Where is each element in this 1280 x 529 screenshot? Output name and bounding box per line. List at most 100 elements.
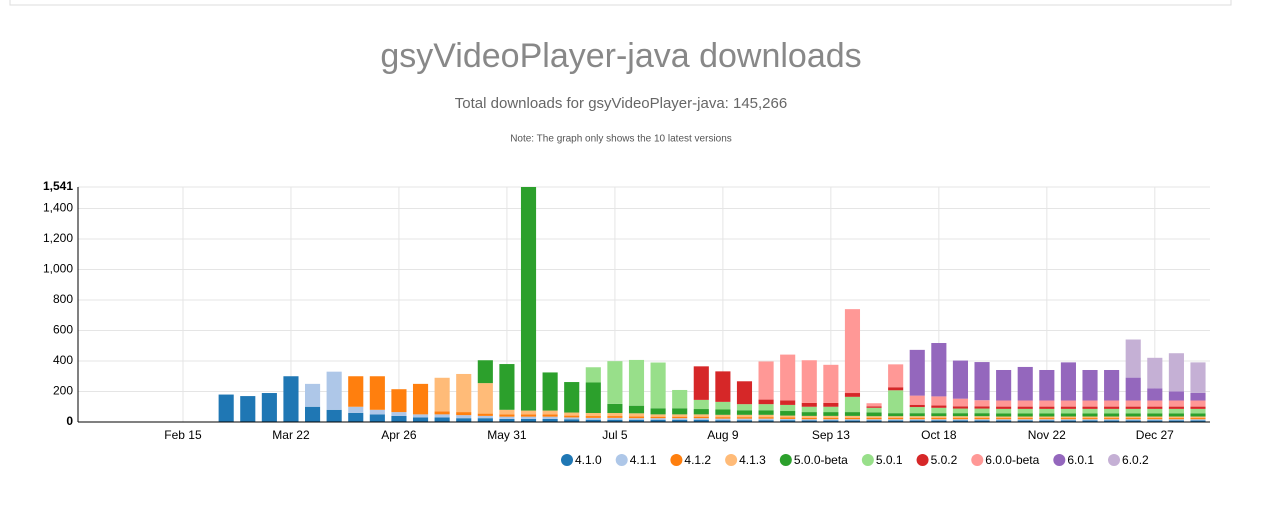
bar-segment xyxy=(952,398,969,407)
legend-swatch xyxy=(561,454,573,466)
bar-segment xyxy=(261,393,277,422)
bar-segment xyxy=(412,417,429,422)
bar-segment xyxy=(607,417,623,420)
bar-segment xyxy=(1039,420,1055,422)
y-tick-label: 200 xyxy=(53,384,73,398)
bar-segment xyxy=(1104,408,1120,414)
bar-segment xyxy=(1082,420,1098,422)
bar-segment xyxy=(1060,416,1076,419)
bar-segment xyxy=(888,387,904,391)
bar-segment xyxy=(866,403,882,407)
bar-segment xyxy=(1190,416,1206,419)
bar-segment xyxy=(823,412,839,416)
bar-segment xyxy=(1104,420,1120,422)
bar-segment xyxy=(1168,416,1184,419)
bar-segment xyxy=(1039,419,1055,421)
bar-segment xyxy=(715,371,731,402)
x-tick-label: Nov 22 xyxy=(1028,428,1066,442)
legend-label: 6.0.0-beta xyxy=(985,453,1039,467)
bar-segment xyxy=(650,414,666,417)
legend-swatch xyxy=(861,454,874,466)
bar-segment xyxy=(909,349,925,396)
bar-segment xyxy=(888,413,904,417)
bar-segment xyxy=(1017,406,1033,409)
bar-segment xyxy=(456,373,472,413)
bar-segment xyxy=(1017,408,1033,414)
bar-segment xyxy=(1017,413,1033,417)
bar-segment xyxy=(715,401,731,410)
chart-title: gsyVideoPlayer-java downloads xyxy=(380,37,861,75)
bar-segment xyxy=(931,407,947,414)
bar-segment xyxy=(585,413,601,417)
bar-segment xyxy=(823,420,839,422)
bar-segment xyxy=(844,419,861,421)
bar-segment xyxy=(1039,413,1055,417)
bar-segment xyxy=(456,418,472,422)
bar-segment xyxy=(520,414,537,417)
bar-segment xyxy=(1168,406,1184,409)
bar-segment xyxy=(909,419,925,421)
bar-segment xyxy=(218,394,234,422)
bar-segment xyxy=(1017,416,1033,419)
bar-segment xyxy=(974,417,990,420)
bar-segment xyxy=(1147,388,1163,401)
bar-segment xyxy=(585,367,601,383)
bar-segment xyxy=(283,376,299,422)
bar-segment xyxy=(326,409,342,422)
bar-segment xyxy=(736,418,753,421)
bar-segment xyxy=(412,383,429,415)
bar-segment xyxy=(866,412,882,417)
bar-segment xyxy=(1125,413,1141,417)
x-tick-label: Sep 13 xyxy=(812,428,850,442)
y-tick-label: 1,200 xyxy=(43,231,73,245)
bar-segment xyxy=(931,416,947,418)
bar-segment xyxy=(844,412,861,416)
bar-segment xyxy=(693,418,709,420)
bar-segment xyxy=(823,402,839,407)
legend-swatch xyxy=(1053,454,1066,466)
y-tick-label: 1,000 xyxy=(43,262,73,276)
bar-segment xyxy=(974,408,990,414)
bar-segment xyxy=(996,369,1012,401)
bar-segment xyxy=(844,309,861,394)
bar-segment xyxy=(715,414,731,418)
bar-segment xyxy=(866,416,882,418)
bar-segment xyxy=(1168,420,1184,422)
bar-segment xyxy=(1104,418,1120,420)
bar-segment xyxy=(801,419,817,421)
bar-segment xyxy=(607,416,623,418)
bar-segment xyxy=(974,400,990,407)
bar-segment xyxy=(909,416,925,418)
bar-segment xyxy=(888,364,904,388)
bar-segment xyxy=(1017,420,1033,422)
legend-label: 6.0.2 xyxy=(1122,453,1149,467)
x-tick-label: Feb 15 xyxy=(164,428,202,442)
bar-segment xyxy=(823,364,839,403)
bar-segment xyxy=(585,417,601,420)
legend-label: 4.1.2 xyxy=(684,453,711,467)
bar-segment xyxy=(412,414,429,418)
bar-segment xyxy=(542,416,558,419)
bar-segment xyxy=(888,420,904,422)
bar-segment xyxy=(693,409,709,415)
bar-segment xyxy=(672,419,688,422)
bar-segment xyxy=(693,399,709,410)
bar-segment xyxy=(758,417,774,419)
legend-swatch xyxy=(916,454,929,466)
bar-segment xyxy=(996,416,1012,419)
bar-segment xyxy=(780,411,796,416)
bar-segment xyxy=(348,412,364,422)
bar-segment xyxy=(650,416,666,419)
bar-segment xyxy=(736,417,753,419)
bar-segment xyxy=(909,417,925,420)
bar-segment xyxy=(931,419,947,421)
legend-swatch xyxy=(725,454,738,466)
bar-segment xyxy=(1125,419,1141,421)
bar-segment xyxy=(952,416,969,418)
bar-segment xyxy=(1039,369,1055,401)
bar-segment xyxy=(1060,413,1076,417)
bar-segment xyxy=(499,409,515,415)
bar-segment xyxy=(996,400,1012,407)
bar-segment xyxy=(888,419,904,421)
